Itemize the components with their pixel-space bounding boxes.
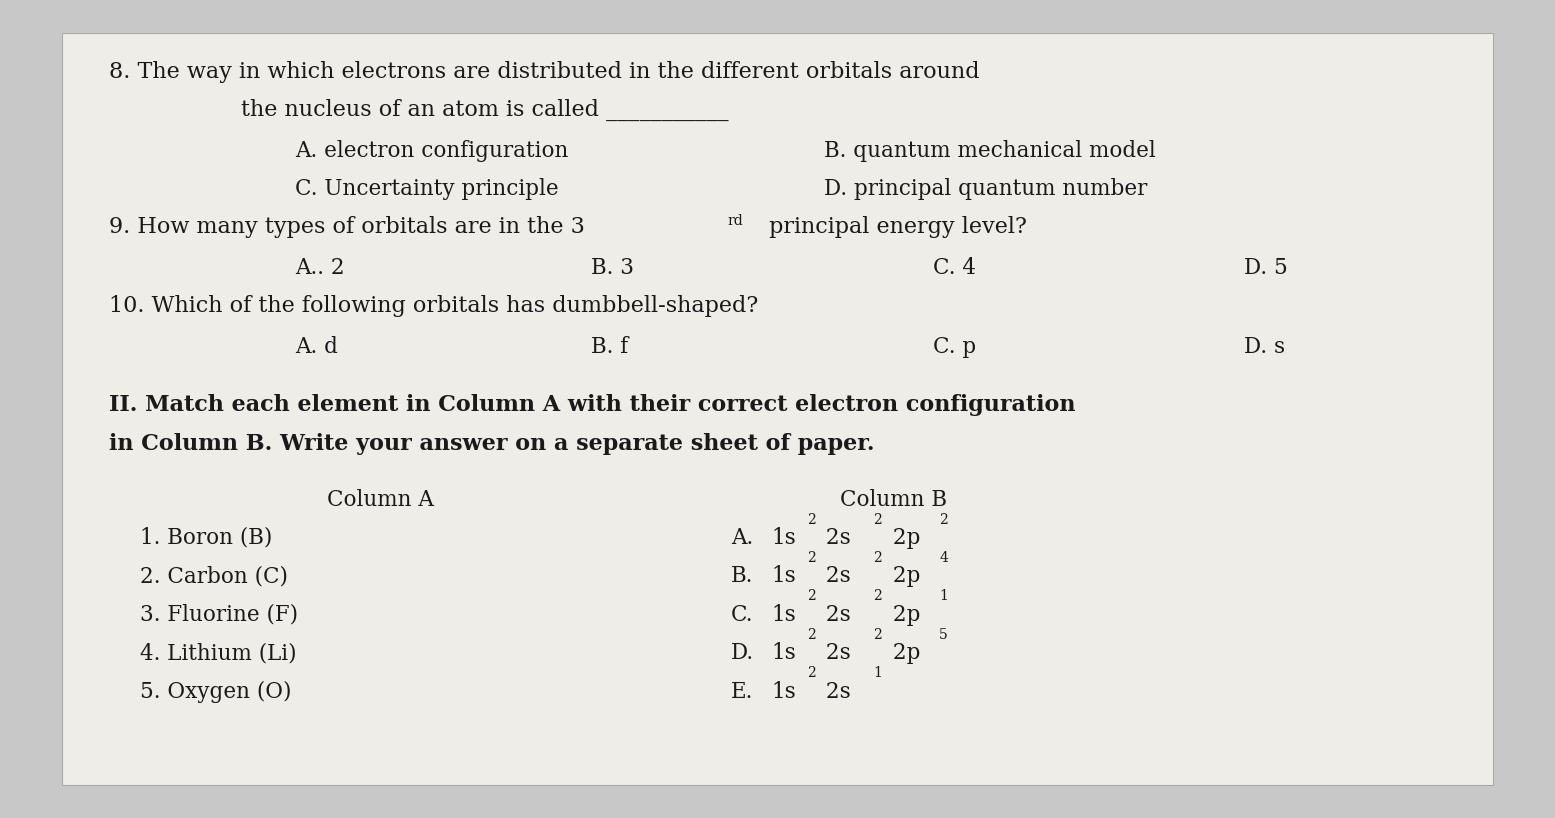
Text: 5: 5 xyxy=(939,628,949,642)
FancyBboxPatch shape xyxy=(62,33,1493,785)
Text: 1s: 1s xyxy=(771,604,796,626)
Text: 2: 2 xyxy=(874,551,882,565)
Text: 4: 4 xyxy=(939,551,949,565)
Text: 2p: 2p xyxy=(886,565,921,587)
Text: 1s: 1s xyxy=(771,681,796,703)
Text: 2s: 2s xyxy=(819,681,851,703)
Text: B.: B. xyxy=(731,565,753,587)
Text: E.: E. xyxy=(731,681,753,703)
Text: 2: 2 xyxy=(939,513,949,527)
Text: C. Uncertainty principle: C. Uncertainty principle xyxy=(295,178,560,200)
Text: 2. Carbon (C): 2. Carbon (C) xyxy=(140,565,288,587)
Text: Column B: Column B xyxy=(840,488,947,510)
Text: 2: 2 xyxy=(807,513,816,527)
Text: 5. Oxygen (O): 5. Oxygen (O) xyxy=(140,681,291,703)
Text: 1: 1 xyxy=(939,590,949,604)
Text: 4. Lithium (Li): 4. Lithium (Li) xyxy=(140,642,297,664)
Text: 2p: 2p xyxy=(886,604,921,626)
Text: the nucleus of an atom is called ___________: the nucleus of an atom is called _______… xyxy=(241,99,729,121)
Text: principal energy level?: principal energy level? xyxy=(762,216,1026,238)
Text: B. quantum mechanical model: B. quantum mechanical model xyxy=(824,140,1155,162)
Text: D. principal quantum number: D. principal quantum number xyxy=(824,178,1148,200)
Text: 3. Fluorine (F): 3. Fluorine (F) xyxy=(140,604,299,626)
Text: D. s: D. s xyxy=(1244,336,1284,358)
Text: 1s: 1s xyxy=(771,527,796,549)
Text: 8. The way in which electrons are distributed in the different orbitals around: 8. The way in which electrons are distri… xyxy=(109,61,980,83)
Text: 9. How many types of orbitals are in the 3: 9. How many types of orbitals are in the… xyxy=(109,216,585,238)
Text: 1s: 1s xyxy=(771,642,796,664)
Text: 2: 2 xyxy=(807,628,816,642)
Text: 1s: 1s xyxy=(771,565,796,587)
Text: 1: 1 xyxy=(874,667,882,681)
Text: 2: 2 xyxy=(807,590,816,604)
Text: 2s: 2s xyxy=(819,527,851,549)
Text: 2s: 2s xyxy=(819,565,851,587)
Text: 2p: 2p xyxy=(886,642,921,664)
Text: 2: 2 xyxy=(874,513,882,527)
Text: A. d: A. d xyxy=(295,336,339,358)
Text: 2: 2 xyxy=(874,628,882,642)
Text: A.: A. xyxy=(731,527,753,549)
Text: 10. Which of the following orbitals has dumbbell-shaped?: 10. Which of the following orbitals has … xyxy=(109,295,759,317)
Text: Column A: Column A xyxy=(327,488,434,510)
Text: II. Match each element in Column A with their correct electron configuration: II. Match each element in Column A with … xyxy=(109,393,1076,416)
Text: A.. 2: A.. 2 xyxy=(295,257,345,279)
Text: D.: D. xyxy=(731,642,754,664)
Text: 2: 2 xyxy=(807,667,816,681)
Text: C.: C. xyxy=(731,604,753,626)
Text: C. p: C. p xyxy=(933,336,977,358)
Text: 1. Boron (B): 1. Boron (B) xyxy=(140,527,272,549)
Text: D. 5: D. 5 xyxy=(1244,257,1288,279)
Text: 2p: 2p xyxy=(886,527,921,549)
Text: 2s: 2s xyxy=(819,642,851,664)
Text: A. electron configuration: A. electron configuration xyxy=(295,140,569,162)
Text: 2: 2 xyxy=(807,551,816,565)
Text: rd: rd xyxy=(728,214,743,228)
Text: 2s: 2s xyxy=(819,604,851,626)
Text: in Column B. Write your answer on a separate sheet of paper.: in Column B. Write your answer on a sepa… xyxy=(109,433,874,455)
Text: B. f: B. f xyxy=(591,336,628,358)
Text: C. 4: C. 4 xyxy=(933,257,977,279)
Text: B. 3: B. 3 xyxy=(591,257,634,279)
Text: 2: 2 xyxy=(874,590,882,604)
